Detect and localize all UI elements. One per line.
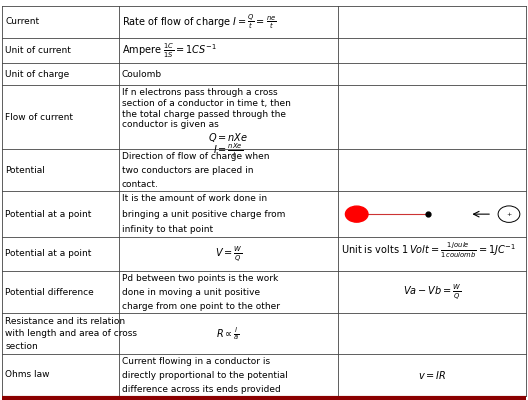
- Text: $V = \frac{W}{Q}$: $V = \frac{W}{Q}$: [214, 244, 242, 264]
- Text: conductor is given as: conductor is given as: [122, 120, 219, 129]
- Text: $R \propto \frac{l}{a}$: $R \propto \frac{l}{a}$: [216, 325, 240, 342]
- Text: If n electrons pass through a cross: If n electrons pass through a cross: [122, 88, 278, 98]
- Text: done in moving a unit positive: done in moving a unit positive: [122, 288, 260, 297]
- Text: Coulomb: Coulomb: [122, 70, 162, 79]
- Text: Resistance and its relation: Resistance and its relation: [5, 316, 126, 326]
- Text: Potential at a point: Potential at a point: [5, 250, 92, 258]
- Text: +: +: [506, 212, 512, 217]
- Text: Potential at a point: Potential at a point: [5, 210, 92, 219]
- Text: charge from one point to the other: charge from one point to the other: [122, 302, 280, 312]
- Text: Flow of current: Flow of current: [5, 112, 73, 122]
- Text: Current flowing in a conductor is: Current flowing in a conductor is: [122, 357, 270, 366]
- Text: Pd between two points is the work: Pd between two points is the work: [122, 274, 278, 283]
- Text: with length and area of cross: with length and area of cross: [5, 329, 137, 338]
- Text: Current: Current: [5, 17, 40, 26]
- Text: contact.: contact.: [122, 180, 159, 189]
- Text: the total charge passed through the: the total charge passed through the: [122, 110, 286, 119]
- Text: $Q = nX e$: $Q = nX e$: [209, 131, 248, 144]
- Text: Unit of current: Unit of current: [5, 46, 71, 55]
- Text: directly proportional to the potential: directly proportional to the potential: [122, 371, 288, 380]
- Text: difference across its ends provided: difference across its ends provided: [122, 385, 281, 394]
- Text: Unit of charge: Unit of charge: [5, 70, 70, 79]
- Text: $I = \frac{nX e}{t}$: $I = \frac{nX e}{t}$: [213, 142, 243, 160]
- Ellipse shape: [345, 206, 368, 222]
- Text: $Va - Vb = \frac{W}{Q}$: $Va - Vb = \frac{W}{Q}$: [403, 282, 461, 302]
- Text: bringing a unit positive charge from: bringing a unit positive charge from: [122, 210, 285, 219]
- Text: Ohms law: Ohms law: [5, 370, 50, 379]
- Text: infinity to that point: infinity to that point: [122, 225, 213, 234]
- Text: It is the amount of work done in: It is the amount of work done in: [122, 194, 267, 204]
- Text: section of a conductor in time t, then: section of a conductor in time t, then: [122, 99, 291, 108]
- Text: Unit is volts $1\,Volt = \frac{1\,joule}{1\,coulomb} = 1JC^{-1}$: Unit is volts $1\,Volt = \frac{1\,joule}…: [341, 240, 516, 260]
- Circle shape: [498, 206, 520, 222]
- Text: section: section: [5, 342, 38, 351]
- Text: Rate of flow of charge $I = \frac{Q}{t} = \frac{ne}{t}$: Rate of flow of charge $I = \frac{Q}{t} …: [122, 12, 277, 31]
- Text: two conductors are placed in: two conductors are placed in: [122, 166, 253, 175]
- Text: Potential: Potential: [5, 166, 45, 174]
- Text: Ampere $\frac{1C}{1S} = 1CS^{-1}$: Ampere $\frac{1C}{1S} = 1CS^{-1}$: [122, 41, 217, 60]
- Text: Direction of flow of charge when: Direction of flow of charge when: [122, 152, 269, 161]
- Text: Potential difference: Potential difference: [5, 288, 94, 297]
- Text: $v = IR$: $v = IR$: [418, 369, 446, 381]
